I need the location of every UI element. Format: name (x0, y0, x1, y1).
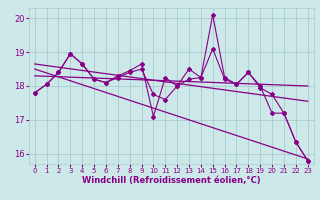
X-axis label: Windchill (Refroidissement éolien,°C): Windchill (Refroidissement éolien,°C) (82, 176, 260, 185)
